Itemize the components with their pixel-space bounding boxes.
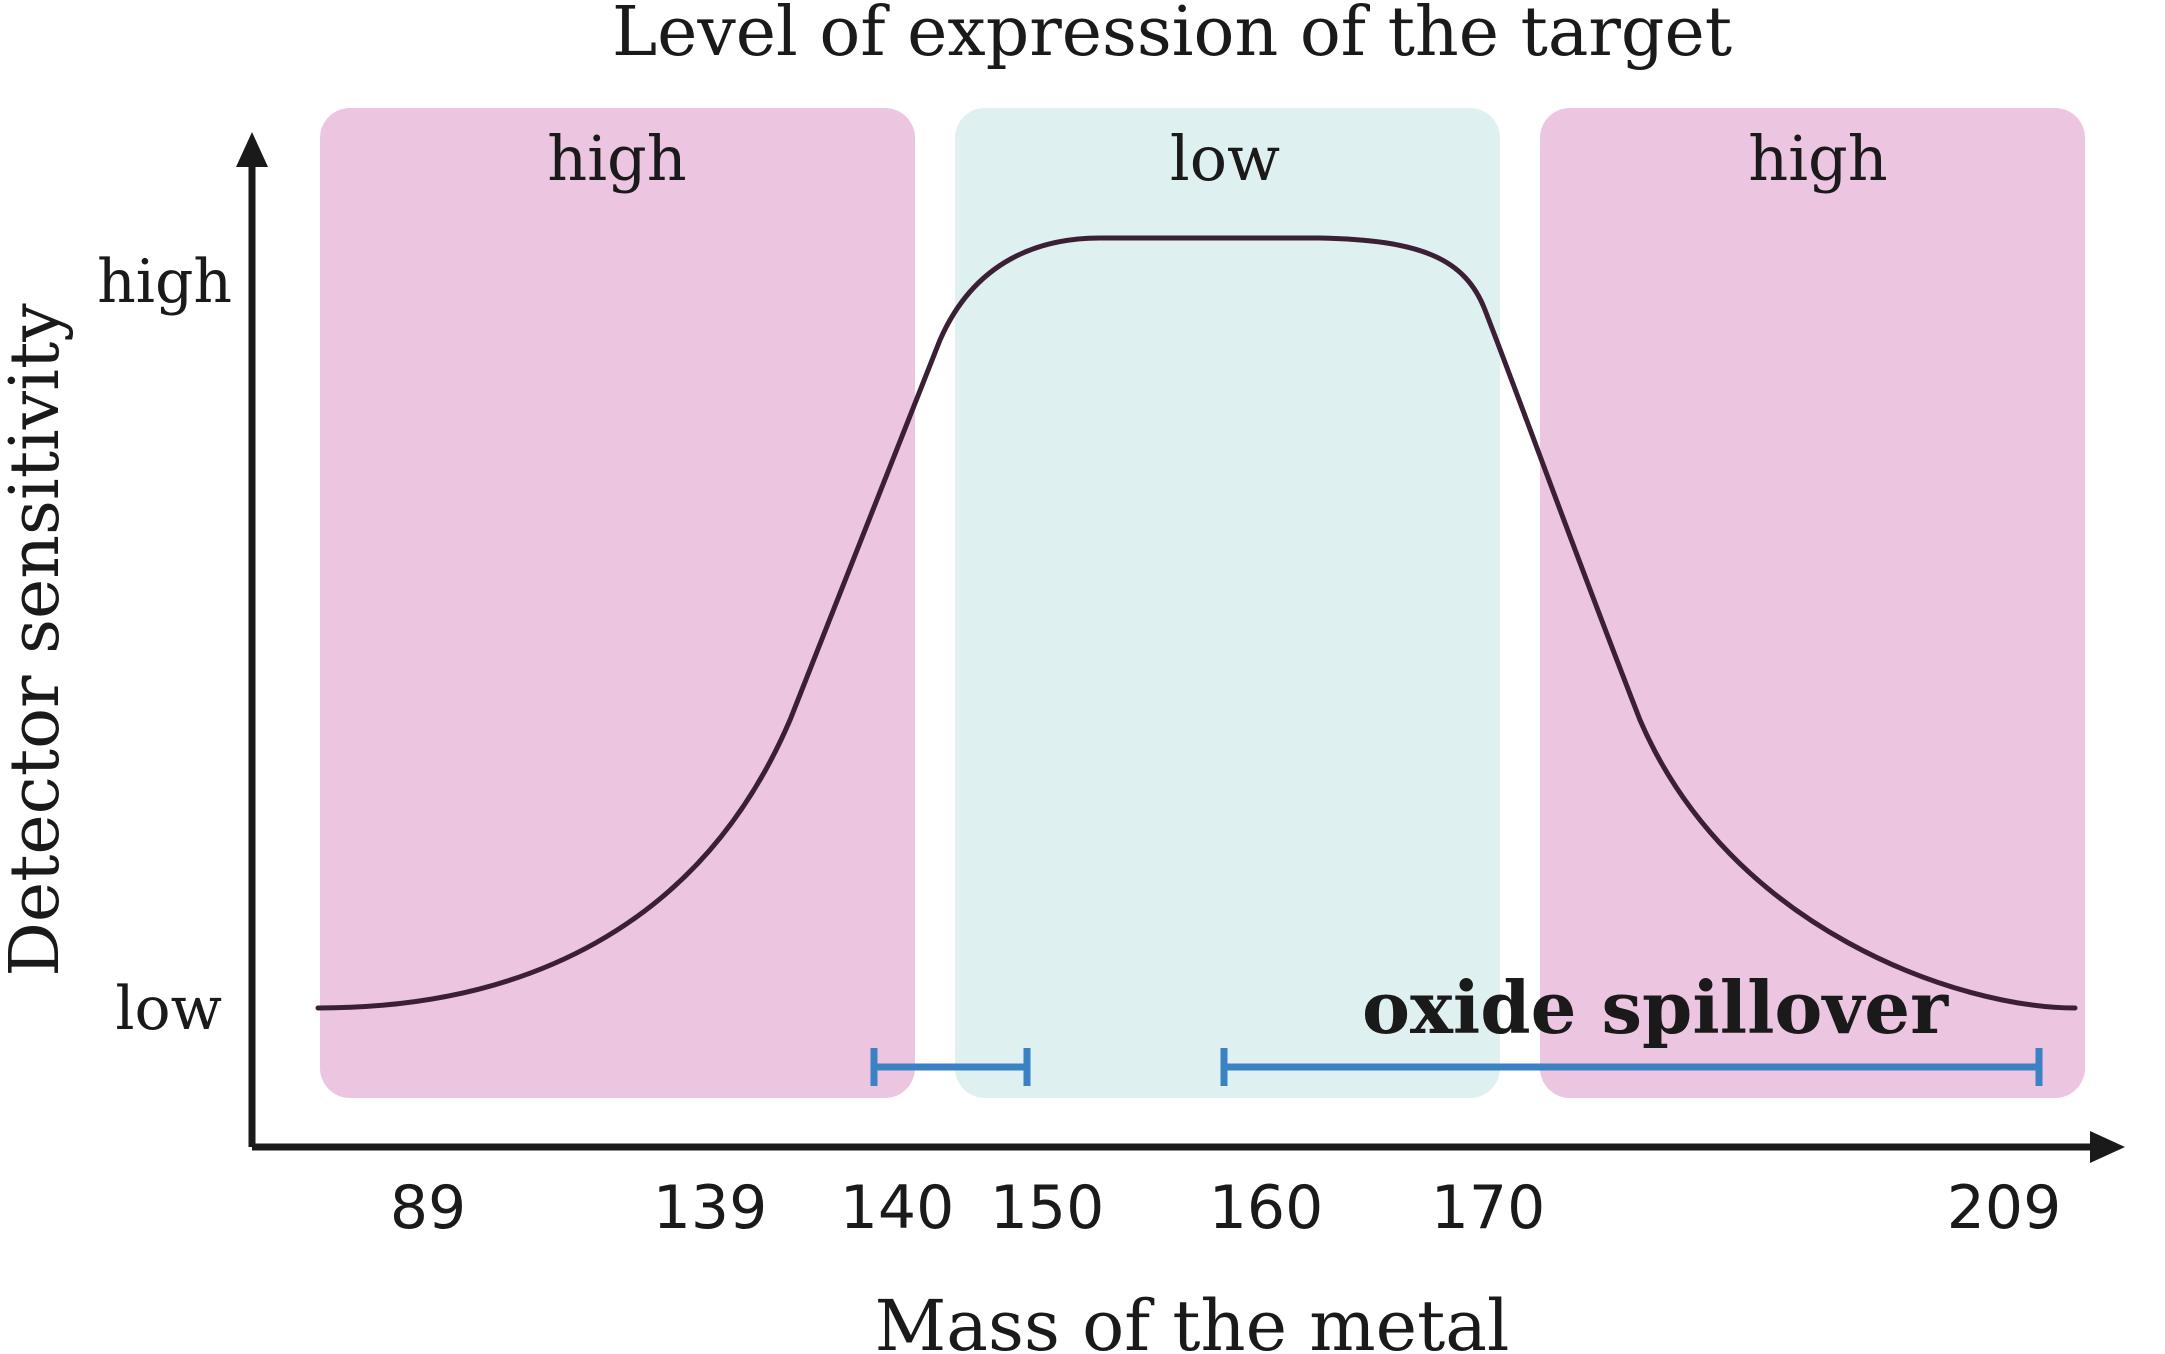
region-label-high-right: high: [1748, 122, 1887, 195]
x-axis: [252, 1131, 2125, 1163]
region-high-left: [320, 108, 915, 1098]
x-tick-150: 150: [990, 1173, 1105, 1243]
region-high-right: [1540, 108, 2085, 1098]
region-label-low-middle: low: [1170, 122, 1280, 195]
x-tick-89: 89: [390, 1173, 466, 1243]
region-label-high-left: high: [547, 122, 686, 195]
region-low-middle: [955, 108, 1500, 1098]
x-axis-label: Mass of the metal: [875, 1285, 1510, 1354]
y-axis: [236, 132, 268, 1147]
y-tick-low: low: [115, 974, 222, 1044]
oxide-spillover-bars: [870, 1048, 2043, 1086]
y-axis-label: Detector sensitivity: [0, 303, 75, 977]
x-tick-170: 170: [1431, 1173, 1546, 1243]
spillover-bar-short: [870, 1048, 1031, 1086]
oxide-spillover-label: oxide spillover: [1362, 965, 1949, 1050]
x-tick-209: 209: [1947, 1173, 2062, 1243]
x-tick-140: 140: [840, 1173, 955, 1243]
x-tick-139: 139: [653, 1173, 768, 1243]
y-tick-high: high: [97, 247, 232, 317]
sensitivity-curve: [315, 235, 2078, 1011]
spillover-bar-long: [1220, 1048, 2043, 1086]
x-tick-160: 160: [1209, 1173, 1324, 1243]
diagram-title: Level of expression of the target: [612, 0, 1732, 72]
